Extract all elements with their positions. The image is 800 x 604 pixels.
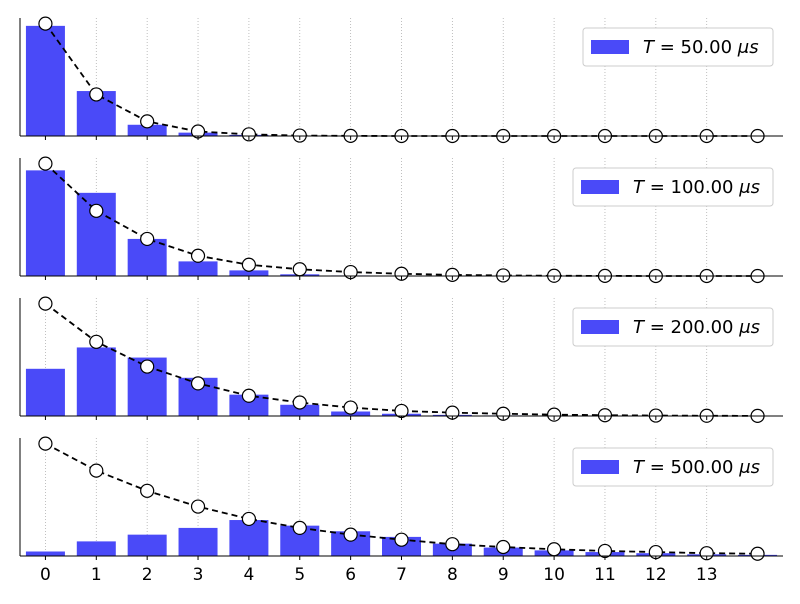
point-8 <box>445 537 460 552</box>
point-0 <box>38 16 53 31</box>
bar-1 <box>76 541 116 556</box>
point-9 <box>496 268 511 283</box>
bar-2 <box>127 534 167 556</box>
legend-swatch <box>581 460 619 474</box>
point-8 <box>445 267 460 282</box>
point-7 <box>394 403 409 419</box>
point-6 <box>343 400 358 415</box>
x-tick-label-11: 11 <box>594 565 616 585</box>
point-4 <box>241 127 256 142</box>
bar-0 <box>25 368 65 416</box>
bar-0 <box>25 25 65 136</box>
legend-swatch <box>581 180 619 194</box>
point-3 <box>190 376 206 391</box>
bar-4 <box>229 270 269 276</box>
x-tick-label-0: 0 <box>40 565 51 585</box>
x-tick-label-12: 12 <box>645 565 667 585</box>
point-5 <box>292 395 307 410</box>
x-tick-label-2: 2 <box>142 565 153 585</box>
legend-box <box>572 447 774 487</box>
point-11 <box>597 408 613 423</box>
point-2 <box>140 114 155 129</box>
point-11 <box>597 543 613 559</box>
point-4 <box>241 388 256 403</box>
bar-5 <box>280 404 320 416</box>
bar-0 <box>25 551 65 556</box>
point-2 <box>140 359 155 374</box>
bar-4 <box>229 520 269 556</box>
point-9 <box>496 539 511 555</box>
bar-1 <box>76 347 116 416</box>
point-5 <box>292 520 307 536</box>
legend: T = 50.00 μs <box>582 27 774 67</box>
point-1 <box>89 463 104 478</box>
point-7 <box>394 532 409 547</box>
point-0 <box>38 296 53 311</box>
subplot-3: T = 500.00 μs0 1 2 3 4 5 6 7 8 9 10 11 12 13 <box>19 436 783 585</box>
x-tick-label-10: 10 <box>543 565 565 585</box>
legend-label: T = 500.00 μs <box>633 457 760 478</box>
legend-label: T = 50.00 μs <box>643 37 759 58</box>
point-1 <box>89 334 104 349</box>
x-tick-label-8: 8 <box>447 565 458 585</box>
x-tick-label-13: 13 <box>696 565 718 585</box>
x-tick-label-1: 1 <box>91 565 102 585</box>
point-14 <box>750 546 765 561</box>
legend-label: T = 100.00 μs <box>633 177 760 198</box>
legend-swatch <box>591 40 629 54</box>
bar-4 <box>229 394 269 416</box>
point-2 <box>140 231 155 247</box>
subplot-1: T = 100.00 μs <box>19 156 783 284</box>
bar-0 <box>25 170 65 276</box>
point-4 <box>241 511 256 527</box>
subplot-0: T = 50.00 μs <box>19 16 783 144</box>
point-4 <box>241 257 256 272</box>
point-1 <box>89 87 104 102</box>
legend: T = 100.00 μs <box>572 167 774 207</box>
legend-box <box>572 167 774 207</box>
legend-label: T = 200.00 μs <box>633 317 760 338</box>
legend-swatch <box>581 320 619 334</box>
bar-3 <box>178 527 218 556</box>
point-10 <box>546 407 562 422</box>
point-9 <box>496 406 511 421</box>
legend: T = 200.00 μs <box>572 307 774 347</box>
point-3 <box>190 248 206 263</box>
point-10 <box>546 542 562 557</box>
bar-3 <box>178 261 218 276</box>
point-0 <box>38 436 53 451</box>
bar-2 <box>127 124 167 136</box>
x-tick-label-6: 6 <box>345 565 356 585</box>
legend-box <box>582 27 774 67</box>
x-tick-label-5: 5 <box>294 565 305 585</box>
point-7 <box>394 266 409 281</box>
point-3 <box>190 499 206 514</box>
point-2 <box>140 483 155 498</box>
x-tick-label-4: 4 <box>243 565 254 585</box>
point-0 <box>38 156 53 171</box>
x-tick-label-9: 9 <box>498 565 509 585</box>
legend: T = 500.00 μs <box>572 447 774 487</box>
point-6 <box>343 527 358 542</box>
point-5 <box>292 262 307 277</box>
legend-box <box>572 307 774 347</box>
x-tick-label-3: 3 <box>193 565 204 585</box>
x-tick-label-7: 7 <box>396 565 407 585</box>
point-1 <box>89 203 104 218</box>
subplot-2: T = 200.00 μs <box>19 296 783 423</box>
